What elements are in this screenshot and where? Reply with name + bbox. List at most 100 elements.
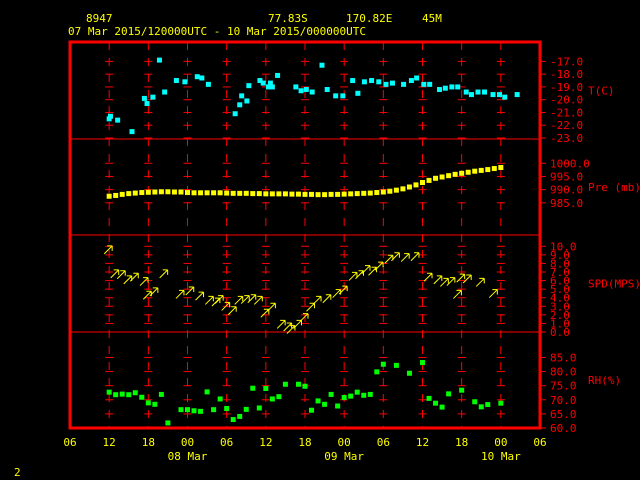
x-tick-label: 06 — [220, 436, 233, 449]
wind-arrow — [322, 294, 332, 304]
data-point-temperature — [298, 88, 304, 94]
data-point-pressure — [269, 191, 275, 197]
data-point-temperature — [389, 80, 395, 86]
data-point-temperature — [350, 78, 356, 84]
data-point-pressure — [498, 164, 504, 170]
data-point-pressure — [211, 190, 217, 196]
data-point-pressure — [250, 191, 256, 197]
data-point-rh — [165, 420, 171, 426]
time-period: 07 Mar 2015/120000UTC - 10 Mar 2015/0000… — [68, 25, 366, 38]
wind-arrow-path — [234, 295, 244, 305]
wind-arrow — [149, 287, 159, 297]
y-tick-label: 8.0 — [550, 257, 570, 270]
data-point-temperature — [237, 102, 243, 108]
data-point-temperature — [502, 94, 508, 100]
data-point-temperature — [244, 98, 250, 104]
data-point-temperature — [275, 72, 281, 78]
wind-arrow-path — [110, 269, 120, 279]
data-point-temperature — [383, 81, 389, 87]
data-point-rh — [309, 407, 315, 413]
data-point-temperature — [232, 111, 238, 117]
wind-arrow-path — [361, 265, 371, 274]
y-tick-label: 1000.0 — [550, 157, 590, 170]
data-point-pressure — [132, 190, 138, 196]
x-tick-label: 06 — [533, 436, 546, 449]
wind-arrow-path — [175, 289, 185, 299]
wind-arrow-path — [123, 275, 133, 285]
y-tick-label: 10.0 — [550, 240, 577, 253]
y-tick-label: 7.0 — [550, 266, 570, 279]
wind-arrow — [453, 289, 462, 299]
data-point-rh — [348, 393, 354, 399]
wind-arrow-path — [204, 295, 214, 305]
data-point-pressure — [322, 192, 328, 198]
data-point-rh — [433, 400, 439, 406]
data-point-temperature — [267, 80, 273, 86]
data-point-pressure — [217, 190, 223, 196]
data-point-rh — [139, 394, 145, 400]
data-point-pressure — [158, 189, 164, 195]
wind-arrow — [391, 252, 400, 262]
data-point-pressure — [446, 173, 452, 179]
wind-arrow — [123, 275, 133, 285]
data-point-rh — [322, 401, 328, 407]
data-point-temperature — [162, 89, 168, 95]
data-point-temperature — [442, 85, 448, 91]
data-point-pressure — [459, 170, 465, 176]
wind-arrow — [240, 295, 250, 304]
data-point-temperature — [205, 81, 211, 87]
wind-arrow-path — [227, 306, 237, 316]
data-point-temperature — [194, 74, 200, 80]
data-point-rh — [341, 395, 347, 401]
data-point-temperature — [369, 78, 375, 84]
data-point-rh — [198, 408, 204, 414]
panel-label-temperature: T(C) — [588, 85, 615, 98]
wind-arrow — [439, 277, 449, 287]
data-point-temperature — [436, 86, 442, 92]
data-point-rh — [152, 401, 158, 407]
wind-arrow-path — [214, 295, 224, 304]
x-tick-label: 18 — [455, 436, 468, 449]
data-point-pressure — [126, 191, 132, 197]
data-point-temperature — [239, 93, 245, 99]
data-point-rh — [367, 391, 373, 397]
data-point-pressure — [204, 190, 210, 196]
data-point-rh — [204, 389, 210, 395]
data-point-pressure — [191, 190, 197, 196]
wind-arrow-path — [423, 272, 433, 282]
y-tick-label: 85.0 — [550, 351, 577, 364]
x-tick-label: 12 — [259, 436, 272, 449]
data-point-temperature — [106, 116, 112, 122]
data-point-rh — [256, 405, 262, 411]
wind-arrow-path — [276, 319, 286, 329]
data-point-temperature — [141, 95, 147, 101]
data-point-pressure — [113, 192, 119, 198]
y-tick-label: 70.0 — [550, 394, 577, 407]
data-point-rh — [335, 403, 341, 409]
data-point-temperature — [199, 75, 205, 81]
data-point-rh — [119, 391, 125, 397]
wind-arrow-path — [446, 277, 456, 286]
data-point-rh — [185, 407, 190, 413]
x-tick-label: 00 — [181, 436, 194, 449]
data-point-pressure — [198, 190, 204, 196]
data-point-pressure — [243, 190, 249, 196]
data-point-pressure — [380, 189, 386, 195]
wind-arrow — [488, 289, 498, 298]
wind-arrow-path — [456, 273, 466, 283]
page-number: 2 — [14, 466, 21, 479]
data-point-rh — [361, 392, 367, 398]
data-point-rh — [191, 408, 197, 414]
data-point-pressure — [335, 191, 341, 197]
data-point-temperature — [514, 92, 520, 98]
data-point-pressure — [106, 193, 112, 199]
data-point-rh — [230, 417, 236, 423]
data-point-pressure — [374, 190, 380, 196]
data-point-rh — [217, 396, 223, 402]
data-point-temperature — [246, 83, 252, 89]
data-point-pressure — [295, 191, 301, 197]
data-point-pressure — [387, 188, 393, 194]
data-point-temperature — [468, 92, 474, 98]
data-point-rh — [243, 406, 249, 412]
wind-arrow-path — [400, 253, 410, 262]
